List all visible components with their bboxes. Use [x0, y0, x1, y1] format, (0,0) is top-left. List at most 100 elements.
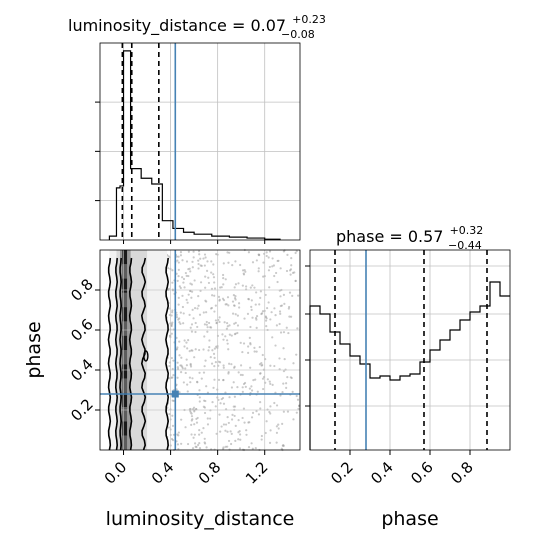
scatter-point-832 [188, 376, 192, 379]
scatter-point-286 [203, 411, 207, 415]
scatter-point-507 [171, 311, 174, 314]
density-core-cell-3 [122, 292, 128, 308]
scatter-point-429 [203, 437, 206, 440]
scatter-point-567 [236, 324, 240, 327]
luminosity-bin-10 [194, 234, 212, 240]
phase-bin-14 [450, 330, 460, 450]
scatter-point-859 [285, 386, 288, 389]
scatter-point-161 [198, 371, 201, 374]
scatter-point-220 [241, 416, 244, 420]
scatter-point-412 [166, 267, 170, 270]
scatter-point-44 [250, 308, 253, 311]
scatter-point-476 [229, 430, 232, 433]
scatter-point-827 [190, 433, 193, 436]
scatter-point-202 [210, 362, 214, 365]
scatter-point-367 [286, 253, 289, 256]
luminosity-bin-3 [124, 51, 131, 240]
scatter-point-898 [177, 255, 180, 258]
scatter-point-767 [269, 364, 272, 367]
scatter-point-299 [227, 348, 230, 351]
scatter-point-344 [176, 259, 179, 262]
scatter-point-694 [287, 331, 290, 335]
scatter-point-183 [267, 269, 271, 272]
scatter-point-191 [214, 405, 217, 408]
luminosity-bin-11 [212, 236, 230, 240]
joint-xtick-label-2: 0.8 [195, 458, 225, 488]
scatter-point-317 [189, 326, 192, 329]
scatter-point-797 [176, 376, 179, 379]
phase-xtick-label-2: 0.6 [407, 458, 437, 488]
scatter-point-133 [237, 371, 240, 374]
scatter-point-340 [170, 356, 173, 360]
scatter-point-674 [226, 342, 229, 345]
scatter-point-35 [222, 402, 226, 405]
scatter-point-833 [196, 325, 199, 329]
scatter-point-165 [222, 338, 225, 341]
scatter-point-413 [203, 264, 206, 267]
scatter-point-742 [239, 433, 242, 436]
scatter-point-655 [221, 297, 225, 300]
scatter-point-62 [185, 298, 188, 301]
scatter-point-628 [170, 314, 173, 317]
scatter-point-460 [193, 433, 196, 436]
phase-bin-12 [430, 350, 440, 450]
scatter-point-737 [210, 287, 214, 290]
scatter-point-604 [198, 400, 201, 403]
scatter-point-61 [213, 347, 216, 350]
scatter-point-608 [258, 363, 262, 366]
scatter-point-450 [190, 415, 194, 418]
scatter-point-877 [262, 275, 265, 278]
scatter-point-712 [237, 419, 240, 422]
scatter-point-102 [171, 269, 174, 272]
scatter-point-876 [224, 391, 227, 394]
scatter-point-700 [226, 416, 229, 419]
scatter-point-725 [252, 379, 255, 382]
joint-panel-grid [100, 250, 300, 450]
scatter-point-634 [206, 417, 209, 420]
scatter-point-188 [206, 326, 209, 329]
scatter-point-645 [179, 364, 182, 367]
scatter-point-570 [247, 251, 251, 254]
scatter-point-115 [170, 332, 173, 335]
scatter-point-773 [282, 250, 285, 253]
scatter-point-146 [193, 442, 197, 445]
scatter-point-688 [205, 323, 208, 326]
scatter-point-632 [249, 286, 252, 289]
phase-bin-18 [490, 282, 500, 450]
scatter-point-498 [269, 405, 272, 408]
scatter-point-9 [279, 267, 282, 270]
scatter-point-32 [275, 271, 278, 275]
scatter-point-703 [204, 299, 207, 302]
contour-inner-right [128, 257, 133, 451]
phase-title-sup: +0.32 [450, 224, 484, 237]
scatter-point-369 [296, 398, 300, 401]
scatter-point-548 [215, 432, 218, 435]
scatter-point-198 [264, 431, 267, 435]
scatter-point-572 [198, 447, 202, 450]
scatter-point-462 [282, 382, 285, 385]
scatter-point-154 [181, 276, 184, 279]
scatter-point-339 [190, 412, 193, 415]
scatter-point-361 [198, 442, 201, 445]
scatter-point-580 [275, 431, 279, 434]
scatter-point-585 [207, 321, 211, 325]
scatter-point-516 [224, 429, 227, 432]
scatter-point-89 [214, 304, 217, 307]
scatter-point-716 [179, 311, 182, 314]
scatter-point-145 [297, 407, 300, 411]
joint-ytick-label-0: 0.2 [67, 395, 97, 425]
joint-x-ticks: 0.0 0.4 0.8 1.2 [101, 450, 272, 488]
luminosity-histogram-title: luminosity_distance = 0.07 +0.23 [68, 13, 326, 36]
scatter-point-804 [213, 281, 216, 284]
scatter-point-461 [294, 279, 297, 283]
scatter-point-192 [214, 361, 217, 364]
scatter-point-825 [200, 264, 203, 267]
scatter-point-638 [271, 383, 274, 386]
scatter-point-278 [191, 290, 194, 293]
scatter-point-546 [180, 418, 183, 421]
scatter-point-625 [177, 296, 180, 299]
scatter-point-74 [197, 250, 201, 253]
scatter-point-64 [241, 390, 244, 393]
scatter-point-895 [255, 318, 258, 321]
scatter-point-785 [251, 261, 255, 264]
